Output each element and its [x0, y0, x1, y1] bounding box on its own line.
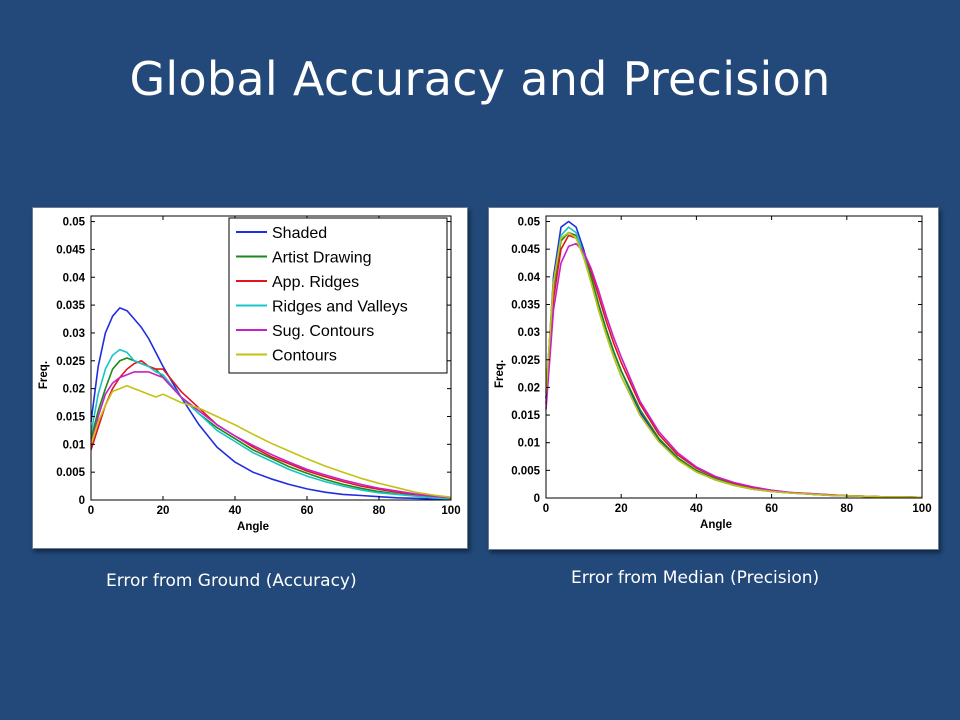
x-tick-label: 0 [88, 505, 94, 517]
y-tick-label: 0.005 [511, 465, 540, 477]
series-line-sug-contours [90, 371, 452, 499]
y-tick-label: 0.01 [518, 438, 541, 450]
y-tick-label: 0.005 [56, 467, 85, 479]
accuracy-chart: 0 20 40 60 80 100 0 0.005 0.01 0.015 0.02 0.025 0.03… [38, 215, 461, 533]
legend-label-artist-drawing: Artist Drawing [272, 250, 372, 267]
y-tick-label: 0 [534, 493, 540, 505]
series-line-shaded [90, 307, 452, 501]
series-line-shaded [545, 220, 923, 499]
accuracy-caption: Error from Ground (Accuracy) [106, 571, 357, 591]
x-tick-label: 0 [543, 503, 549, 515]
series-line-app-ridges [545, 234, 923, 499]
y-tick-label: 0.05 [63, 217, 86, 229]
series-line-artist-drawing [90, 357, 452, 500]
legend-box [228, 217, 448, 374]
accuracy-chart-panel: 0 20 40 60 80 100 0 0.005 0.01 0.015 0.02 0.025 0.03… [32, 207, 468, 549]
x-axis-label: Angle [237, 521, 269, 533]
x-tick-label: 80 [840, 503, 853, 515]
y-tick-label: 0.01 [63, 439, 86, 451]
x-tick-label: 40 [229, 505, 242, 517]
plot-frame [90, 215, 452, 501]
y-tick-label: 0.05 [518, 217, 541, 229]
y-tick-label: 0.015 [511, 410, 540, 422]
y-tick-label: 0 [79, 495, 85, 507]
y-tick-label: 0.02 [518, 382, 540, 394]
precision-caption: Error from Median (Precision) [571, 568, 820, 588]
x-tick-label: 40 [690, 503, 703, 515]
precision-chart: 0 20 40 60 80 100 0 0.005 0.01 0.015 0.02 0.025 0.03… [494, 215, 932, 531]
y-tick-label: 0.035 [511, 299, 540, 311]
y-tick-label: 0.04 [63, 272, 86, 284]
x-tick-label: 100 [912, 503, 931, 515]
series-line-contours [90, 385, 452, 498]
x-tick-label: 60 [301, 505, 314, 517]
slide-title: Global Accuracy and Precision [129, 52, 831, 106]
x-tick-label: 20 [615, 503, 628, 515]
series-line-ridges-and-valleys [545, 226, 923, 499]
x-tick-label: 100 [441, 505, 460, 517]
series-line-contours [545, 231, 923, 499]
series-line-ridges-and-valleys [90, 348, 452, 500]
legend-label-shaded: Shaded [272, 225, 327, 242]
legend-label-contours: Contours [272, 348, 337, 365]
legend-label-ridges-and-valleys: Ridges and Valleys [272, 299, 408, 316]
y-tick-label: 0.025 [56, 356, 85, 368]
plot-frame [545, 215, 923, 499]
x-axis-label: Angle [700, 519, 732, 531]
x-tick-label: 80 [373, 505, 386, 517]
series-line-sug-contours [545, 242, 923, 499]
y-tick-label: 0.015 [56, 411, 85, 423]
y-axis-label: Freq. [38, 361, 50, 389]
y-tick-label: 0.035 [56, 300, 85, 312]
series-line-app-ridges [90, 360, 452, 500]
y-tick-label: 0.03 [518, 327, 540, 339]
chart-legend: Shaded Artist Drawing App. Ridges Ridges an… [228, 217, 448, 374]
legend-label-app-ridges: App. Ridges [272, 274, 359, 291]
y-axis-label: Freq. [494, 360, 506, 388]
precision-chart-panel: 0 20 40 60 80 100 0 0.005 0.01 0.015 0.02 0.025 0.03… [488, 207, 939, 550]
x-tick-label: 60 [765, 503, 778, 515]
series-line-artist-drawing [545, 231, 923, 499]
y-tick-label: 0.045 [56, 244, 85, 256]
legend-label-sug-contours: Sug. Contours [272, 323, 374, 340]
y-tick-label: 0.045 [511, 244, 540, 256]
y-tick-label: 0.025 [511, 355, 540, 367]
y-tick-label: 0.03 [63, 328, 85, 340]
y-tick-label: 0.02 [63, 384, 85, 396]
y-tick-label: 0.04 [518, 272, 541, 284]
x-tick-label: 20 [157, 505, 170, 517]
